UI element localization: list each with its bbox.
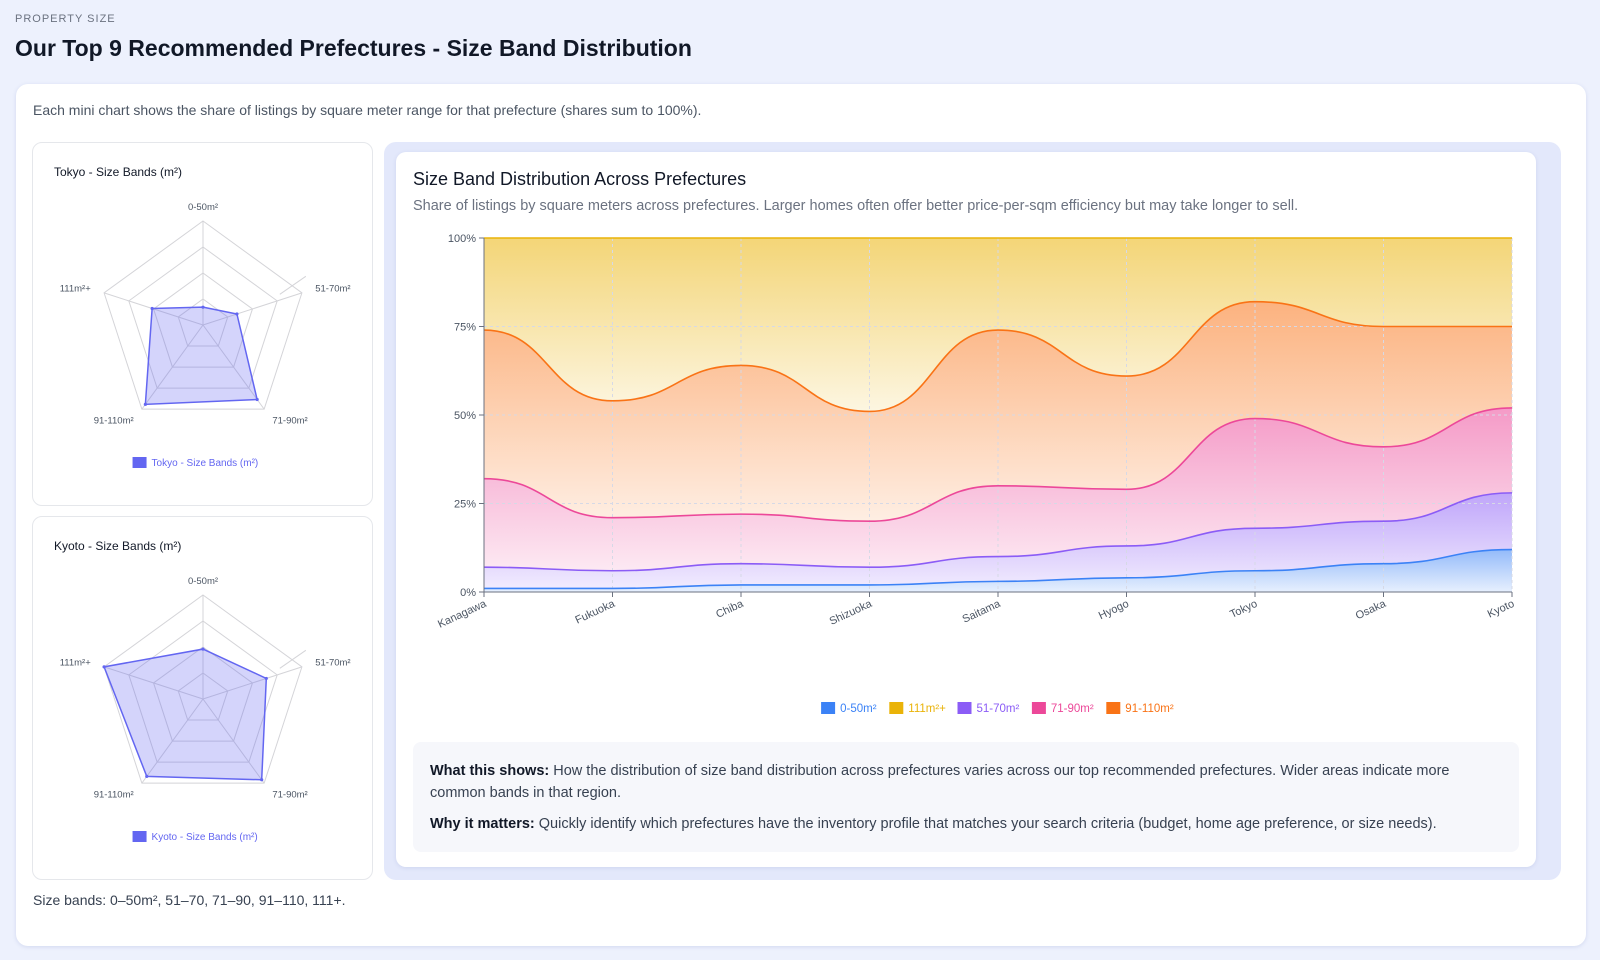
radar-legend-label: Kyoto - Size Bands (m²) xyxy=(152,832,258,843)
radar-point-0-50m xyxy=(201,305,205,309)
radar-series-area xyxy=(144,306,259,406)
legend-label-0-50m: 0-50m² xyxy=(840,703,877,715)
radar-spoke xyxy=(202,698,265,784)
radar-axis-label-51-70m: 51-70m² xyxy=(315,284,350,295)
content-card: Each mini chart shows the share of listi… xyxy=(16,84,1586,946)
stacked-area-chart: 0% 25% 50% 75% 100% Kanagawa Fukuoka Chiba Shizu… xyxy=(436,233,1517,715)
chart-subtitle: Share of listings by square meters acros… xyxy=(413,198,1299,214)
x-tick-label-kyoto: Kyoto xyxy=(1486,598,1517,621)
chart-legend: 0-50m² 111m²+ 51-70m² 71-90m² 91-110m² xyxy=(821,702,1174,715)
radar-grid-ring xyxy=(103,594,303,784)
radar-grid-ring xyxy=(103,220,303,410)
x-tick-label-kanagawa: Kanagawa xyxy=(436,597,489,630)
x-tick-label-shizuoka: Shizuoka xyxy=(828,597,875,627)
radar-axis-label-0-50m: 0-50m² xyxy=(188,576,218,587)
radar-grid-ring xyxy=(177,298,229,347)
radar-axis-label-91-110m: 91-110m² xyxy=(94,415,134,426)
radar-legend: Tokyo - Size Bands (m²) xyxy=(132,457,259,469)
tokyo-radar-chart: 0-50m² 51-70m² 71-90m² 91-110m² 111m²+ Tokyo … xyxy=(60,202,351,469)
radar-grid-ring xyxy=(152,272,254,368)
radar-grid-ring xyxy=(177,672,229,721)
radar-grid-ring xyxy=(128,620,278,763)
radar-point-111m xyxy=(102,665,106,669)
what-text: How the distribution of size band distri… xyxy=(430,763,1450,801)
radar-series-area xyxy=(103,648,268,781)
y-tick-label: 75% xyxy=(454,322,476,334)
legend-swatch-51-70m xyxy=(957,702,972,714)
why-label: Why it matters: xyxy=(430,816,535,832)
radar-axis-label-111m: 111m²+ xyxy=(60,284,92,295)
radar-axis-label-0-50m: 0-50m² xyxy=(188,202,218,213)
x-tick-label-osaka: Osaka xyxy=(1354,597,1389,622)
radar-point-91-110m xyxy=(143,402,147,406)
radar-axis-label-91-110m: 91-110m² xyxy=(94,789,134,800)
radar-point-91-110m xyxy=(145,774,149,779)
chart-title: Size Band Distribution Across Prefecture… xyxy=(413,169,747,189)
radar-axis-marker xyxy=(279,275,307,295)
radar-spoke xyxy=(202,666,303,700)
radar-point-51-70m xyxy=(235,312,239,316)
radar-legend-swatch xyxy=(132,831,147,842)
tokyo-radar-card: Tokyo - Size Bands (m²) 0-50m² 51-70m² 71-… xyxy=(32,142,373,506)
legend-swatch-91-110m xyxy=(1106,702,1121,714)
legend-label-111m: 111m²+ xyxy=(908,703,946,715)
card-description: Each mini chart shows the share of listi… xyxy=(33,102,702,118)
kyoto-radar-card: Kyoto - Size Bands (m²) 0-50m² 51-70m² 71-… xyxy=(32,516,373,880)
why-text: Quickly identify which prefectures have … xyxy=(538,816,1437,832)
series-line-91-110m xyxy=(483,300,1512,413)
x-tick-label-tokyo: Tokyo xyxy=(1228,598,1259,621)
radar-legend-swatch xyxy=(132,457,147,468)
radar-spoke xyxy=(202,324,265,410)
series-line-0-50m xyxy=(484,548,1513,590)
radar-point-71-90m xyxy=(260,778,264,782)
radar-axis-label-71-90m: 71-90m² xyxy=(272,789,307,800)
radar-point-111m xyxy=(150,306,154,311)
legend-label-51-70m: 51-70m² xyxy=(977,703,1020,715)
radar-point-71-90m xyxy=(255,397,259,402)
x-tick-label-saitama: Saitama xyxy=(961,597,1003,625)
radar-axis-marker xyxy=(279,649,307,669)
radar-point-0-50m xyxy=(201,647,205,651)
series-line-51-70m xyxy=(483,492,1513,572)
y-tick-label: 100% xyxy=(448,233,476,245)
page-title: Our Top 9 Recommended Prefectures - Size… xyxy=(15,35,692,61)
radar-spoke xyxy=(141,698,204,784)
size-bands-footnote: Size bands: 0–50m², 51–70, 71–90, 91–110… xyxy=(33,892,346,908)
radar-axis-label-51-70m: 51-70m² xyxy=(315,658,350,669)
kyoto-radar-chart: 0-50m² 51-70m² 71-90m² 91-110m² 111m²+ Kyoto … xyxy=(60,576,351,843)
legend-label-91-110m: 91-110m² xyxy=(1125,703,1174,715)
radar-axis-label-111m: 111m²+ xyxy=(60,658,92,669)
tokyo-radar-title: Tokyo - Size Bands (m²) xyxy=(54,165,183,179)
kyoto-radar-title: Kyoto - Size Bands (m²) xyxy=(54,539,182,553)
radar-grid-ring xyxy=(128,246,278,389)
x-tick-label-fukuoka: Fukuoka xyxy=(573,597,617,626)
radar-spoke xyxy=(202,292,303,326)
legend-swatch-71-90m xyxy=(1031,702,1046,714)
radar-legend: Kyoto - Size Bands (m²) xyxy=(132,831,258,843)
radar-axis-label-71-90m: 71-90m² xyxy=(272,415,307,426)
y-tick-label: 25% xyxy=(454,499,476,511)
main-chart-wrapper: Size Band Distribution Across Prefecture… xyxy=(384,142,1561,880)
y-tick-label: 50% xyxy=(454,410,476,422)
info-box: What this shows: How the distribution of… xyxy=(413,742,1519,852)
x-tick-label-hyogo: Hyogo xyxy=(1097,598,1131,622)
legend-swatch-111m xyxy=(889,702,904,714)
legend-swatch-0-50m xyxy=(821,702,836,714)
radar-spoke xyxy=(103,666,204,700)
legend-label-71-90m: 71-90m² xyxy=(1051,703,1094,715)
what-label: What this shows: xyxy=(430,763,550,779)
what-this-shows: What this shows: How the distribution of… xyxy=(430,760,1502,804)
x-tick-label-chiba: Chiba xyxy=(714,597,746,620)
radar-grid-ring xyxy=(152,646,254,742)
radar-legend-label: Tokyo - Size Bands (m²) xyxy=(152,458,259,469)
main-chart-card: Size Band Distribution Across Prefecture… xyxy=(396,152,1536,867)
section-eyebrow: PROPERTY SIZE xyxy=(15,13,116,25)
radar-point-51-70m xyxy=(264,676,268,681)
radar-spoke xyxy=(141,324,204,410)
series-line-71-90m xyxy=(483,407,1513,523)
why-it-matters: Why it matters: Quickly identify which p… xyxy=(430,813,1502,835)
y-tick-label: 0% xyxy=(460,587,476,599)
